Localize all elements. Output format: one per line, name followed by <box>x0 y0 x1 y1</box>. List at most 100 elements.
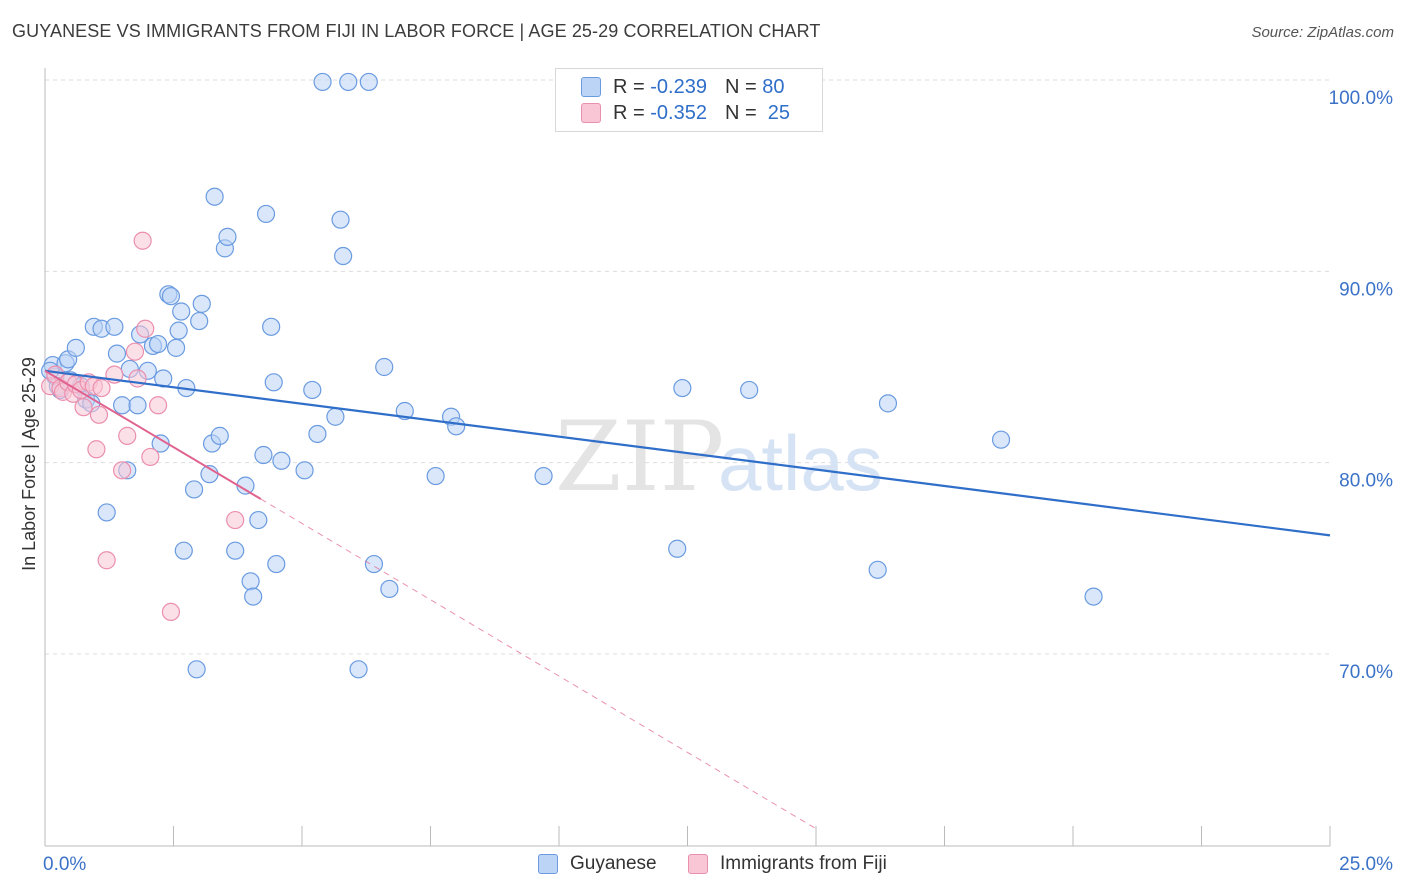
legend-n-label: N = <box>724 75 757 98</box>
data-point-guyanese <box>184 480 204 499</box>
grid-lines <box>45 79 1330 655</box>
y-axis-label: In Labor Force | Age 25-29 <box>19 357 39 571</box>
legend-r-value: -0.352 <box>650 101 707 124</box>
guyanese-swatch-icon <box>581 77 601 97</box>
legend-n-value: 80 <box>762 75 785 98</box>
data-point-guyanese <box>267 554 286 574</box>
data-point-guyanese <box>308 424 327 444</box>
data-point-guyanese <box>241 572 260 591</box>
data-point-guyanese <box>256 204 276 224</box>
data-point-guyanese <box>295 461 314 480</box>
data-point-guyanese <box>187 660 206 679</box>
data-point-guyanese <box>172 302 191 321</box>
fiji-legend-swatch-icon <box>688 854 708 874</box>
data-point-fiji <box>133 231 152 250</box>
data-point-fiji <box>141 447 160 467</box>
data-point-fiji <box>87 440 106 459</box>
data-point-guyanese <box>112 396 132 415</box>
data-point-guyanese <box>447 417 466 436</box>
data-point-fiji <box>136 319 155 338</box>
x-tick-label: 0.0% <box>43 854 86 875</box>
legend-r-value: -0.239 <box>650 75 707 98</box>
data-point-fiji <box>112 461 132 480</box>
legend-r-label: R = <box>613 101 645 124</box>
watermark-atlas: atlas <box>718 419 883 507</box>
chart-title: GUYANESE VS IMMIGRANTS FROM FIJI IN LABO… <box>12 21 821 41</box>
data-point-guyanese <box>226 541 245 560</box>
legend-n-value: 25 <box>767 101 791 124</box>
source-credit: Source: ZipAtlas.com <box>1251 24 1394 41</box>
data-point-guyanese <box>380 579 399 599</box>
fiji-swatch-icon <box>581 103 601 123</box>
guyanese-legend-swatch-icon <box>538 854 558 874</box>
data-point-guyanese <box>334 246 353 266</box>
data-point-guyanese <box>331 210 350 229</box>
legend-row-fiji: R = -0.352 N = 25 <box>581 100 790 126</box>
data-point-guyanese <box>161 287 181 306</box>
data-point-guyanese <box>534 466 553 486</box>
trend-lines <box>44 369 1331 830</box>
tick-labels: 70.0% 80.0% 90.0% 100.0% 0.0% 25.0% <box>43 88 1393 875</box>
y-tick-label: 70.0% <box>1339 662 1393 683</box>
bottom-legend-label: Guyanese <box>570 853 657 874</box>
x-tick-label: 25.0% <box>1339 854 1393 875</box>
data-point-fiji <box>92 378 111 398</box>
data-point-fiji <box>89 405 109 424</box>
data-point-guyanese <box>105 317 124 336</box>
data-point-guyanese <box>218 227 237 246</box>
data-point-guyanese <box>205 187 224 206</box>
data-point-guyanese <box>169 321 188 340</box>
data-point-guyanese <box>264 373 283 392</box>
y-tick-label: 100.0% <box>1329 88 1394 109</box>
data-point-guyanese <box>375 357 394 377</box>
bottom-legend-fiji: Immigrants from Fiji <box>688 852 887 876</box>
trend-line-guyanese <box>44 369 1331 537</box>
data-point-fiji <box>118 426 137 445</box>
data-point-guyanese <box>107 344 127 363</box>
guyanese-points <box>41 72 1103 679</box>
trend-line-fiji <box>44 369 262 500</box>
legend-r-label: R = <box>613 75 645 98</box>
data-point-guyanese <box>313 72 332 92</box>
data-point-guyanese <box>673 378 692 398</box>
data-point-fiji <box>226 510 245 530</box>
stats-legend: R = -0.239 N = 80 R = -0.352 N = 25 <box>555 68 823 132</box>
data-point-guyanese <box>249 510 268 530</box>
data-point-fiji <box>148 396 168 415</box>
data-point-guyanese <box>66 338 85 357</box>
data-point-guyanese <box>339 72 358 92</box>
data-point-fiji <box>97 551 116 570</box>
data-point-fiji <box>161 602 181 622</box>
watermark-zip: ZIP <box>555 401 724 513</box>
y-tick-label: 90.0% <box>1339 279 1393 300</box>
data-point-fiji <box>125 342 145 361</box>
fiji-points <box>41 231 245 622</box>
bottom-legend-guyanese: Guyanese <box>538 852 657 876</box>
data-point-guyanese <box>190 311 209 331</box>
data-point-guyanese <box>1084 587 1103 606</box>
bottom-legend-label: Immigrants from Fiji <box>720 853 887 874</box>
data-point-guyanese <box>262 317 281 336</box>
axes <box>44 68 1331 847</box>
data-point-guyanese <box>210 426 229 445</box>
data-point-guyanese <box>166 338 186 357</box>
data-point-guyanese <box>878 394 898 413</box>
data-point-guyanese <box>97 503 116 522</box>
data-point-guyanese <box>254 445 273 465</box>
data-point-guyanese <box>272 451 291 470</box>
data-point-guyanese <box>303 380 322 400</box>
data-point-guyanese <box>192 294 211 313</box>
data-point-guyanese <box>326 407 345 426</box>
data-point-guyanese <box>991 430 1011 449</box>
legend-n-label: N = <box>724 101 757 124</box>
data-point-guyanese <box>364 554 384 574</box>
data-point-guyanese <box>740 380 759 400</box>
watermark: ZIP atlas <box>555 401 883 513</box>
y-tick-label: 80.0% <box>1339 471 1393 492</box>
data-point-guyanese <box>148 334 168 354</box>
data-point-guyanese <box>668 539 687 558</box>
data-point-guyanese <box>174 541 193 560</box>
trend-line-fiji-extension <box>260 498 817 830</box>
data-point-guyanese <box>359 72 378 92</box>
